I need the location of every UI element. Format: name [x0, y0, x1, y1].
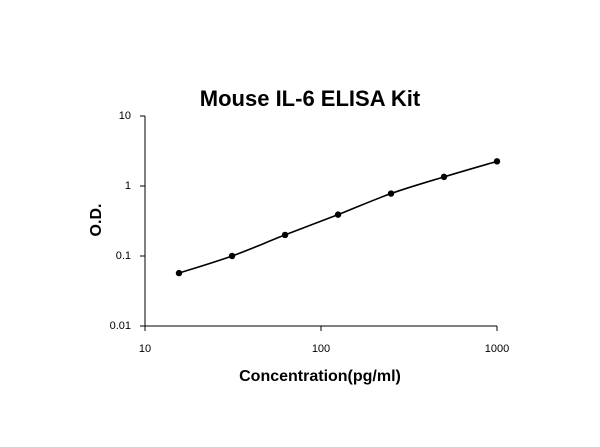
y-axis-label: O.D. [88, 204, 105, 237]
x-tick-label: 1000 [485, 343, 509, 355]
data-point [175, 269, 183, 277]
x-axis-label: Concentration(pg/ml) [239, 368, 401, 385]
x-tick-label: 100 [312, 343, 330, 355]
data-point [440, 173, 448, 181]
y-tick-label: 0.1 [116, 250, 131, 262]
data-point [493, 158, 501, 165]
y-tick-label: 10 [119, 110, 131, 122]
chart-title: Mouse IL-6 ELISA Kit [200, 86, 421, 111]
data-point [334, 211, 342, 218]
data-point [387, 190, 395, 197]
y-tick-label: 1 [125, 180, 131, 192]
x-tick-label: 10 [139, 343, 151, 355]
data-point [281, 231, 289, 239]
data-point [228, 252, 236, 260]
y-tick-label: 0.01 [110, 320, 131, 332]
